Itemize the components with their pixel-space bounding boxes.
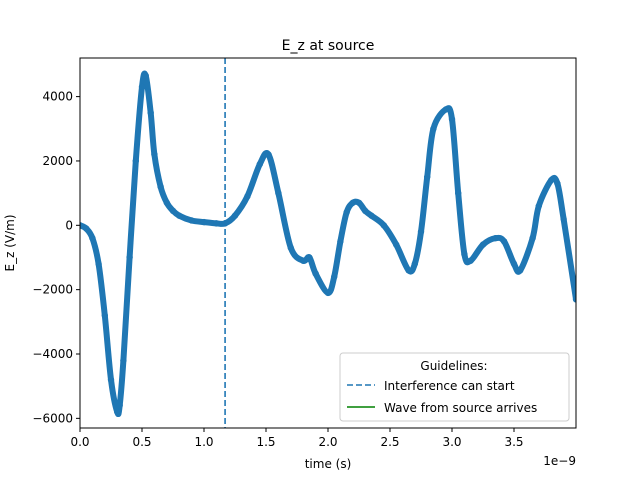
data-point <box>554 180 561 187</box>
x-tick-label: 2.5 <box>380 435 399 449</box>
data-point <box>107 376 115 383</box>
data-point <box>572 296 576 303</box>
data-point <box>83 225 90 232</box>
data-point <box>287 244 294 252</box>
data-point <box>244 193 251 200</box>
data-point <box>331 273 338 280</box>
y-tick-label: 0 <box>65 218 73 232</box>
legend: Guidelines: Interference can start Wave … <box>339 352 570 422</box>
y-tick-label: 2000 <box>42 154 73 168</box>
data-point <box>349 199 356 206</box>
data-point <box>380 222 387 229</box>
data-point <box>132 157 139 165</box>
x-axis-ticks: 0.0 0.5 1.0 1.5 2.0 2.5 3.0 3.5 <box>70 428 524 449</box>
data-point <box>213 220 220 227</box>
data-point <box>120 357 127 364</box>
x-tick-label: 3.0 <box>442 435 461 449</box>
y-tick-label: −4000 <box>32 347 73 361</box>
x-tick-label: 1.5 <box>256 435 275 449</box>
data-point <box>80 222 84 229</box>
data-point <box>231 212 239 219</box>
data-point <box>312 270 319 277</box>
x-tick-label: 3.5 <box>504 435 523 449</box>
data-point <box>343 209 350 216</box>
data-point <box>479 241 487 248</box>
data-point <box>529 234 536 242</box>
x-tick-label: 1.0 <box>194 435 213 449</box>
data-point <box>560 215 567 223</box>
data-point <box>275 189 282 197</box>
x-axis-label: time (s) <box>305 457 352 471</box>
data-point <box>114 408 121 416</box>
data-point <box>492 234 499 242</box>
y-tick-label: 4000 <box>42 90 73 104</box>
data-point <box>95 260 102 268</box>
y-tick-label: −6000 <box>32 411 73 425</box>
y-axis-ticks: −6000 −4000 −2000 0 2000 4000 <box>32 90 80 425</box>
legend-entry-wave-arrival: Wave from source arrives <box>384 401 537 415</box>
y-tick-label: −2000 <box>32 283 73 297</box>
data-point <box>535 202 542 210</box>
data-point <box>142 72 149 79</box>
data-point <box>147 109 154 116</box>
data-point <box>138 83 146 91</box>
data-point <box>256 160 263 168</box>
data-point <box>405 267 412 274</box>
plot-data-layer <box>80 70 576 418</box>
data-point <box>368 212 375 219</box>
data-point <box>510 260 518 268</box>
chart-title: E_z at source <box>282 38 375 54</box>
data-point <box>324 289 332 297</box>
data-point <box>500 238 508 245</box>
data-point <box>265 151 272 158</box>
data-point <box>89 234 96 242</box>
x-tick-label: 2.0 <box>318 435 337 449</box>
data-point <box>151 151 158 158</box>
data-point <box>517 267 524 274</box>
legend-entry-interference: Interference can start <box>384 379 515 393</box>
data-point <box>126 254 133 261</box>
data-point <box>306 254 313 261</box>
y-axis-label: E_z (V/m) <box>3 215 17 272</box>
data-point <box>424 173 431 181</box>
x-tick-label: 0.0 <box>70 435 89 449</box>
data-point <box>355 199 363 206</box>
data-point <box>101 312 109 319</box>
data-point <box>163 199 170 206</box>
data-point <box>337 238 344 245</box>
legend-box <box>339 352 570 422</box>
data-point <box>411 260 418 268</box>
data-point <box>157 183 164 190</box>
data-point <box>442 106 449 113</box>
data-point <box>362 207 369 215</box>
data-point <box>188 217 195 224</box>
data-point <box>430 125 437 132</box>
data-point <box>467 257 474 264</box>
legend-title: Guidelines: <box>420 359 487 373</box>
data-point <box>455 189 462 197</box>
data-point <box>176 212 183 219</box>
data-point <box>548 177 555 184</box>
data-point <box>448 115 456 123</box>
data-point <box>461 251 468 258</box>
x-tick-label: 0.5 <box>132 435 151 449</box>
data-point <box>417 228 425 235</box>
data-point <box>116 402 123 409</box>
data-point <box>169 207 177 215</box>
data-point <box>300 257 307 264</box>
x-axis-offset-label: 1e−9 <box>543 454 576 468</box>
data-point <box>393 241 400 248</box>
data-point <box>200 218 208 226</box>
